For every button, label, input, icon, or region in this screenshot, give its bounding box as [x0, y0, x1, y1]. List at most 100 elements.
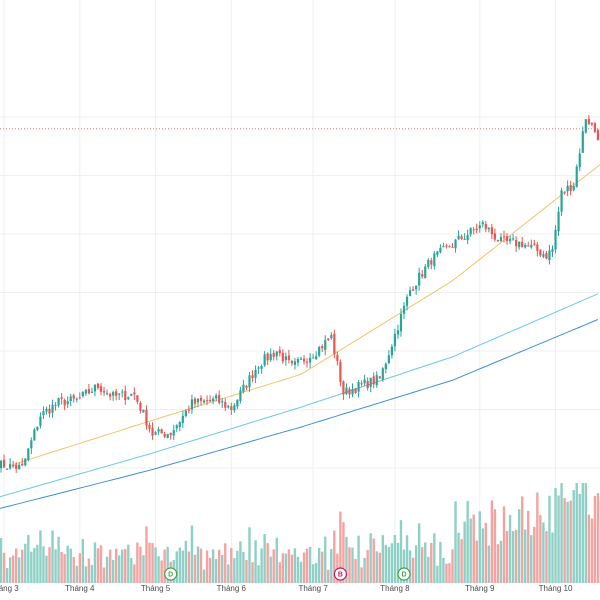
- candle-body: [305, 361, 309, 363]
- volume-bar: [114, 548, 118, 583]
- candle-body: [527, 245, 530, 247]
- volume-bar: [448, 563, 451, 583]
- candle-body: [215, 395, 218, 399]
- candle: [145, 405, 148, 430]
- volume-bar: [305, 548, 309, 583]
- candle: [330, 332, 333, 340]
- volume-bar: [66, 545, 69, 583]
- candle: [412, 285, 415, 291]
- marker-circle: [397, 567, 411, 581]
- x-tick-label: Tháng 4: [65, 584, 95, 593]
- candle: [136, 395, 139, 405]
- candle: [42, 406, 45, 419]
- candle-body: [260, 366, 263, 369]
- candle-body: [154, 432, 157, 435]
- volume-bar: [520, 496, 524, 583]
- candle-body: [57, 398, 60, 406]
- volume-bar: [369, 533, 372, 583]
- volume-bar: [417, 523, 421, 583]
- volume-bar: [463, 521, 466, 583]
- volume-bar: [217, 549, 221, 583]
- candle-body: [393, 333, 397, 347]
- candle: [166, 433, 169, 439]
- moving-averages: [0, 163, 600, 509]
- volume-bar: [427, 556, 430, 583]
- candle-body: [369, 377, 372, 387]
- candle: [508, 235, 512, 245]
- volume-bar: [424, 542, 427, 583]
- bonus-event-marker: B: [333, 567, 347, 581]
- candle-body: [412, 289, 415, 291]
- candle: [490, 223, 493, 239]
- candle: [230, 402, 233, 416]
- candle: [375, 371, 378, 388]
- candle: [45, 406, 48, 415]
- candle-body: [415, 285, 418, 290]
- candle: [396, 324, 400, 339]
- candle: [212, 396, 215, 405]
- candle-body: [499, 237, 503, 241]
- candle: [593, 122, 597, 134]
- candle-body: [184, 410, 187, 416]
- candle-body: [399, 313, 403, 332]
- candle: [581, 126, 584, 153]
- volume-bar: [363, 557, 366, 583]
- volume-bar: [148, 542, 151, 583]
- candle: [360, 380, 363, 387]
- candle: [178, 421, 181, 432]
- volume-bar: [366, 549, 369, 583]
- candle: [354, 387, 357, 394]
- candle: [227, 404, 230, 409]
- candle-body: [448, 246, 451, 248]
- candle-body: [548, 250, 551, 261]
- candle: [5, 468, 9, 470]
- price-candles[interactable]: [0, 115, 600, 475]
- volume-bar: [284, 553, 288, 583]
- volume-bar: [590, 518, 594, 583]
- volume-bar: [290, 554, 294, 583]
- volume-bar: [514, 529, 518, 583]
- volume-bar: [396, 542, 400, 583]
- volume-bar: [14, 548, 18, 583]
- candle: [187, 405, 190, 414]
- volume-bar: [351, 547, 354, 583]
- volume-bar: [160, 560, 163, 583]
- candle-body: [9, 463, 12, 469]
- volume-bar: [142, 555, 145, 583]
- candle-body: [357, 381, 360, 392]
- candle-body: [30, 440, 33, 449]
- candle-body: [66, 401, 69, 405]
- volume-bar: [572, 490, 575, 583]
- candle-body: [148, 424, 151, 429]
- candle-body: [178, 422, 181, 427]
- candle: [30, 437, 33, 455]
- candle-body: [175, 425, 178, 429]
- candle: [405, 294, 409, 311]
- volume-bar: [402, 549, 406, 583]
- candle-body: [433, 253, 436, 267]
- volume-bar: [587, 514, 591, 583]
- candle-body: [342, 381, 345, 395]
- candle-body: [505, 236, 509, 242]
- volume-bar: [327, 569, 330, 583]
- candle: [515, 236, 518, 252]
- candle: [584, 119, 587, 134]
- candle-body: [199, 397, 203, 401]
- candle: [193, 397, 197, 408]
- candle-body: [209, 400, 212, 402]
- volume-bar: [281, 553, 285, 583]
- candle-body: [118, 393, 121, 395]
- volume-bar: [457, 532, 460, 583]
- candle-body: [193, 398, 197, 404]
- candle-body: [157, 429, 160, 432]
- candle-body: [575, 166, 578, 187]
- volume-bar: [145, 526, 148, 583]
- candle: [287, 350, 290, 364]
- candle-body: [424, 266, 427, 279]
- candle-body: [281, 352, 284, 362]
- candle-body: [481, 222, 484, 225]
- volume-bar: [581, 483, 584, 583]
- volume-bar: [111, 559, 115, 583]
